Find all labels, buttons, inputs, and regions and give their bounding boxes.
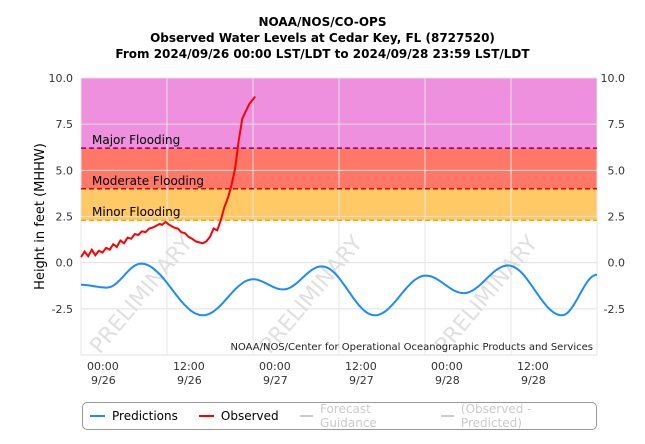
x-tick-date: 9/28 bbox=[435, 374, 460, 387]
chart-title-range: From 2024/09/26 00:00 LST/LDT to 2024/09… bbox=[115, 47, 530, 61]
x-tick-date: 9/28 bbox=[521, 374, 546, 387]
legend-label: Forecast Guidance bbox=[320, 402, 377, 430]
threshold-label: Minor Flooding bbox=[92, 205, 180, 219]
y-tick-label-left: 2.5 bbox=[56, 211, 74, 224]
legend-item[interactable]: Forecast Guidance bbox=[299, 402, 420, 430]
y-tick-label-right: 2.5 bbox=[608, 211, 626, 224]
y-tick-label-right: 5.0 bbox=[608, 164, 626, 177]
legend-swatch bbox=[299, 415, 314, 417]
x-tick-time: 00:00 bbox=[431, 360, 463, 373]
legend-item[interactable]: Observed bbox=[198, 409, 279, 423]
x-tick-time: 12:00 bbox=[517, 360, 549, 373]
x-tick-time: 12:00 bbox=[345, 360, 377, 373]
y-tick-label-right: 7.5 bbox=[608, 118, 626, 131]
y-tick-label-right: -2.5 bbox=[604, 303, 625, 316]
legend: Predictions Observed Forecast Guidance (Obs… bbox=[82, 402, 597, 430]
legend-swatch bbox=[198, 415, 214, 417]
observed-line bbox=[80, 95, 256, 259]
y-tick-label-left: -2.5 bbox=[52, 303, 73, 316]
x-tick-date: 9/26 bbox=[177, 374, 202, 387]
credit-text: NOAA/NOS/Center for Operational Oceanogr… bbox=[230, 342, 593, 353]
legend-label: (Observed - Predicted) bbox=[460, 402, 532, 430]
y-tick-label-left: 0.0 bbox=[56, 257, 74, 270]
preliminary-watermark: PRELIMINARY bbox=[430, 231, 543, 359]
preliminary-watermark: PRELIMINARY bbox=[85, 231, 198, 359]
legend-label: Observed bbox=[220, 409, 279, 423]
x-tick-time: 00:00 bbox=[87, 360, 119, 373]
legend-label: Predictions bbox=[112, 409, 178, 423]
x-tick-date: 9/27 bbox=[263, 374, 288, 387]
x-tick-time: 00:00 bbox=[259, 360, 291, 373]
y-tick-label-left: 7.5 bbox=[56, 118, 74, 131]
y-tick-label-right: 0.0 bbox=[608, 257, 626, 270]
x-tick-date: 9/27 bbox=[349, 374, 374, 387]
chart-title-station: Observed Water Levels at Cedar Key, FL (… bbox=[150, 31, 495, 45]
y-tick-label-right: 10.0 bbox=[601, 72, 626, 85]
legend-swatch bbox=[440, 415, 454, 417]
x-tick-date: 9/26 bbox=[91, 374, 116, 387]
predictions-line bbox=[81, 262, 598, 317]
y-tick-label-left: 10.0 bbox=[49, 72, 74, 85]
legend-item[interactable]: Predictions bbox=[90, 409, 178, 423]
threshold-label: Moderate Flooding bbox=[92, 174, 204, 188]
threshold-label: Major Flooding bbox=[92, 133, 180, 147]
y-tick-label-left: 5.0 bbox=[56, 164, 74, 177]
chart-title-agency: NOAA/NOS/CO-OPS bbox=[258, 15, 387, 29]
x-tick-time: 12:00 bbox=[173, 360, 205, 373]
y-axis-label: Height in feet (MHHW) bbox=[33, 143, 48, 290]
legend-swatch bbox=[90, 415, 105, 417]
legend-item[interactable]: (Observed - Predicted) bbox=[440, 402, 582, 430]
